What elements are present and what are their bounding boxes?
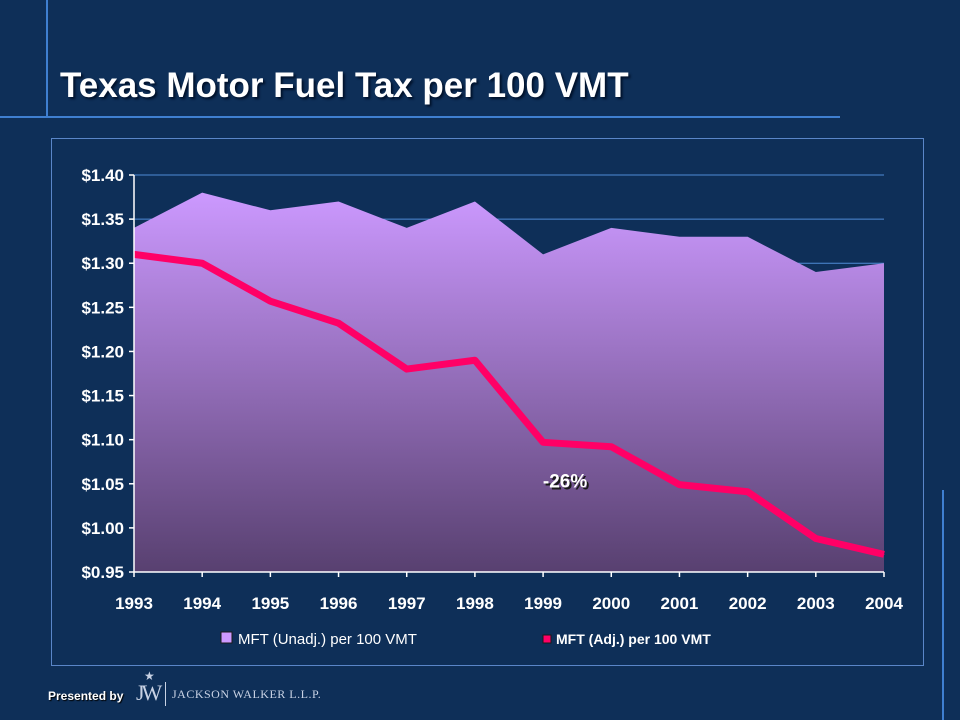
firm-name: JACKSON WALKER L.L.P.: [172, 687, 322, 701]
logo-monogram: JW: [136, 680, 162, 705]
slide-title: Texas Motor Fuel Tax per 100 VMT: [60, 66, 629, 105]
y-tick-label: $1.20: [81, 342, 124, 361]
x-tick-label: 2002: [729, 594, 767, 613]
x-tick-label: 1996: [320, 594, 358, 613]
y-tick-label: $1.15: [81, 387, 124, 406]
chart: $0.95 $1.00 $1.05 $1.10 $1.15 $1.20 $1.25 $1.30…: [81, 166, 903, 648]
line-point-1996: [338, 322, 340, 324]
left-vertical-accent-line: [46, 0, 48, 118]
line-point-2000: [610, 446, 612, 448]
x-tick-label: 2000: [592, 594, 630, 613]
y-tick-label: $1.30: [81, 254, 124, 273]
star-icon: ★: [144, 669, 155, 683]
line-point-2003: [815, 537, 817, 539]
y-tick-label: $1.35: [81, 210, 124, 229]
x-tick-label: 1999: [524, 594, 562, 613]
line-point-1995: [269, 300, 271, 302]
x-tick-label: 1995: [251, 594, 289, 613]
y-tick-label: $0.95: [81, 563, 124, 582]
legend-swatch-adjusted: [542, 634, 552, 644]
x-tick-label: 1994: [183, 594, 221, 613]
x-tick-label: 1993: [115, 594, 153, 613]
line-point-1998: [474, 359, 476, 361]
area-layer: [134, 192, 884, 572]
legend-swatch-unadjusted: [220, 631, 233, 644]
x-tick-label: 2003: [797, 594, 835, 613]
presented-by-label: Presented by: [48, 689, 124, 703]
line-point-1994: [201, 262, 203, 264]
firm-logo: ★ JW JACKSON WALKER L.L.P.: [132, 669, 322, 712]
x-tick-label: 1997: [388, 594, 426, 613]
area-series-unadjusted: [134, 192, 884, 572]
line-series-adjusted: [133, 250, 885, 558]
line-point-2004: [883, 553, 885, 555]
top-horizontal-accent-line: [0, 116, 840, 118]
x-tick-label: 2001: [661, 594, 699, 613]
x-tick-label: 2004: [865, 594, 903, 613]
y-tick-label: $1.25: [81, 298, 124, 317]
legend: MFT (Unadj.) per 100 VMT MFT (Adj.) per 1…: [220, 631, 711, 648]
logo-divider: [165, 682, 166, 706]
y-tick-label: $1.40: [81, 166, 124, 185]
annotation-label: -26%: [543, 471, 587, 492]
y-tick-label: $1.05: [81, 475, 124, 494]
line-point-2001: [678, 484, 680, 486]
legend-label-unadjusted: MFT (Unadj.) per 100 VMT: [238, 631, 417, 648]
legend-label-adjusted: MFT (Adj.) per 100 VMT: [556, 631, 711, 647]
annotation-shadow: -26%: [545, 473, 589, 494]
y-tick-label: $1.10: [81, 431, 124, 450]
line-point-1999: [542, 441, 544, 443]
line-point-2002: [747, 491, 749, 493]
x-tick-label: 1998: [456, 594, 494, 613]
line-point-1997: [406, 368, 408, 370]
axis-layer: [129, 174, 885, 577]
chart-frame: $0.95 $1.00 $1.05 $1.10 $1.15 $1.20 $1.25 $1.30…: [51, 138, 924, 666]
label-layer: $0.95 $1.00 $1.05 $1.10 $1.15 $1.20 $1.25 $1.30…: [81, 166, 903, 613]
y-tick-label: $1.00: [81, 519, 124, 538]
right-vertical-accent-line: [942, 490, 944, 720]
